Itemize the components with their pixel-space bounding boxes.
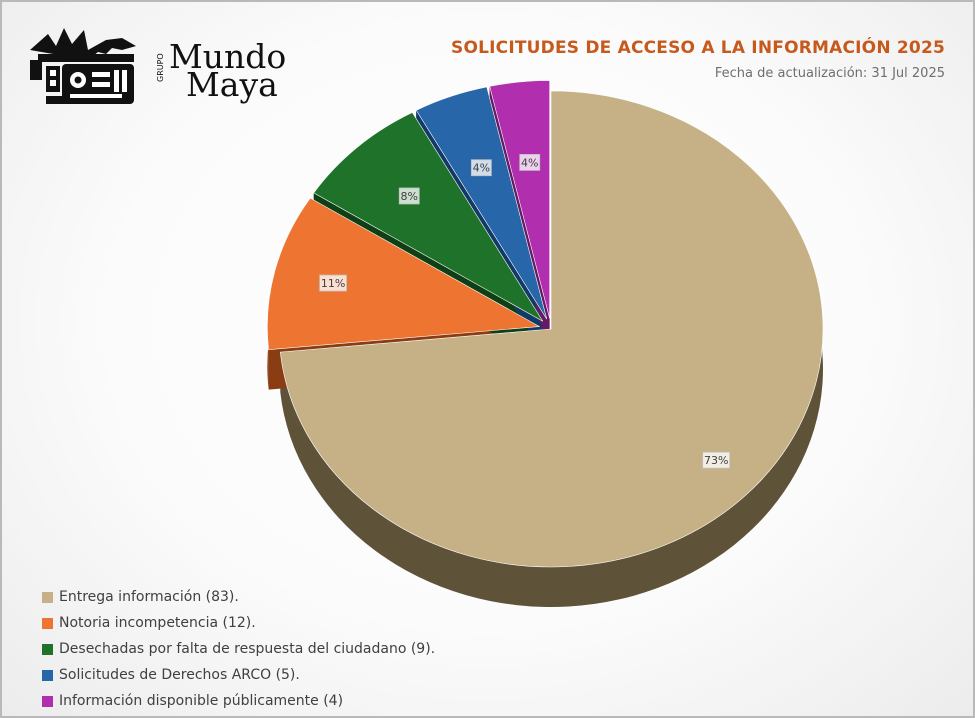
legend-label: Desechadas por falta de respuesta del ci… (59, 641, 436, 657)
legend-swatch (42, 617, 53, 629)
pie-percent-text: 11% (321, 277, 345, 290)
legend-swatch (42, 591, 53, 603)
logo-kicker: GRUPO (156, 53, 165, 82)
legend-item: Entrega información (83). (42, 584, 435, 610)
pie-percent-label: 73% (702, 451, 731, 469)
legend-item: Notoria incompetencia (12). (42, 610, 435, 636)
pie-slice (267, 197, 541, 350)
chart-title: SOLICITUDES DE ACCESO A LA INFORMACIÓN 2… (451, 38, 945, 58)
pie-percent-box (319, 274, 347, 292)
logo-line2: Maya (186, 65, 278, 104)
pie-percent-text: 8% (401, 190, 418, 203)
pie-percent-label: 4% (470, 159, 492, 177)
legend-label: Solicitudes de Derechos ARCO (5). (59, 667, 300, 683)
pie-percent-label: 11% (319, 274, 347, 292)
pie-percent-box (398, 187, 420, 205)
pie-percent-box (470, 159, 492, 177)
legend-item: Desechadas por falta de respuesta del ci… (42, 636, 435, 662)
pie-slice (415, 86, 548, 320)
legend-swatch (42, 695, 53, 707)
legend-label: Entrega información (83). (59, 589, 239, 605)
pie-percent-box (519, 153, 541, 171)
pie-labels: 73% 11% 8% 4% 4% (319, 153, 731, 469)
pie-percent-text: 73% (704, 454, 728, 467)
pie-percent-label: 8% (398, 187, 420, 205)
update-date: Fecha de actualización: 31 Jul 2025 (714, 66, 945, 81)
pie-percent-label: 4% (519, 153, 541, 171)
legend-label: Información disponible públicamente (4) (59, 693, 344, 709)
legend-item: Solicitudes de Derechos ARCO (5). (42, 662, 435, 688)
pie-percent-box (702, 451, 731, 469)
pie-slice (313, 112, 544, 322)
logo-line1: Mundo (169, 37, 286, 76)
legend-swatch (42, 643, 53, 655)
pie-percent-text: 4% (521, 156, 538, 169)
grupo-mundo-maya-logo: GRUPO Mundo Maya (26, 20, 286, 112)
legend-swatch (42, 669, 53, 681)
chart-legend: Entrega información (83). Notoria incomp… (42, 584, 435, 714)
pie-slices (267, 80, 824, 568)
legend-item: Información disponible públicamente (4) (42, 688, 435, 714)
legend-label: Notoria incompetencia (12). (59, 615, 256, 631)
maya-glyph-icon: GRUPO Mundo Maya (30, 28, 286, 104)
pie-slice (489, 80, 550, 319)
pie-slice (279, 90, 824, 568)
pie-percent-text: 4% (473, 162, 490, 175)
